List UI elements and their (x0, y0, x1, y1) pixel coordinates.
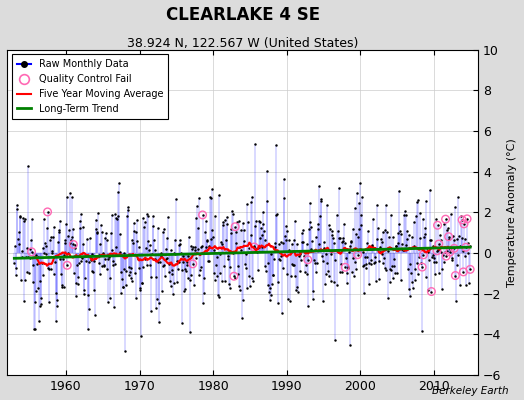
Point (433, 248, 441, 254)
Point (442, 253, 450, 259)
Legend: Raw Monthly Data, Quality Control Fail, Five Year Moving Average, Long-Term Tren: Raw Monthly Data, Quality Control Fail, … (12, 54, 168, 119)
Point (341, 264, 350, 270)
Point (43, 209, 52, 215)
Point (459, 269, 467, 275)
Point (353, 252, 362, 258)
Point (230, 273, 238, 280)
Point (446, 249, 454, 255)
Point (250, 244, 258, 250)
Point (418, 264, 427, 270)
Point (444, 234, 453, 240)
Point (63, 262, 71, 268)
Point (462, 244, 470, 250)
Text: CLEARLAKE 4 SE: CLEARLAKE 4 SE (166, 6, 320, 24)
Point (451, 272, 460, 279)
Point (427, 288, 435, 295)
Point (441, 216, 450, 222)
Point (27, 248, 36, 255)
Point (458, 217, 466, 223)
Point (463, 216, 471, 222)
Point (466, 266, 474, 272)
Title: 38.924 N, 122.567 W (United States): 38.924 N, 122.567 W (United States) (127, 36, 358, 50)
Point (189, 261, 197, 267)
Point (460, 221, 468, 227)
Point (450, 245, 458, 252)
Point (303, 256, 312, 263)
Point (419, 252, 428, 258)
Point (199, 212, 207, 218)
Text: Berkeley Earth: Berkeley Earth (432, 386, 508, 396)
Point (69, 241, 78, 248)
Point (433, 222, 442, 228)
Point (434, 241, 443, 247)
Point (231, 224, 239, 230)
Y-axis label: Temperature Anomaly (°C): Temperature Anomaly (°C) (507, 138, 517, 287)
